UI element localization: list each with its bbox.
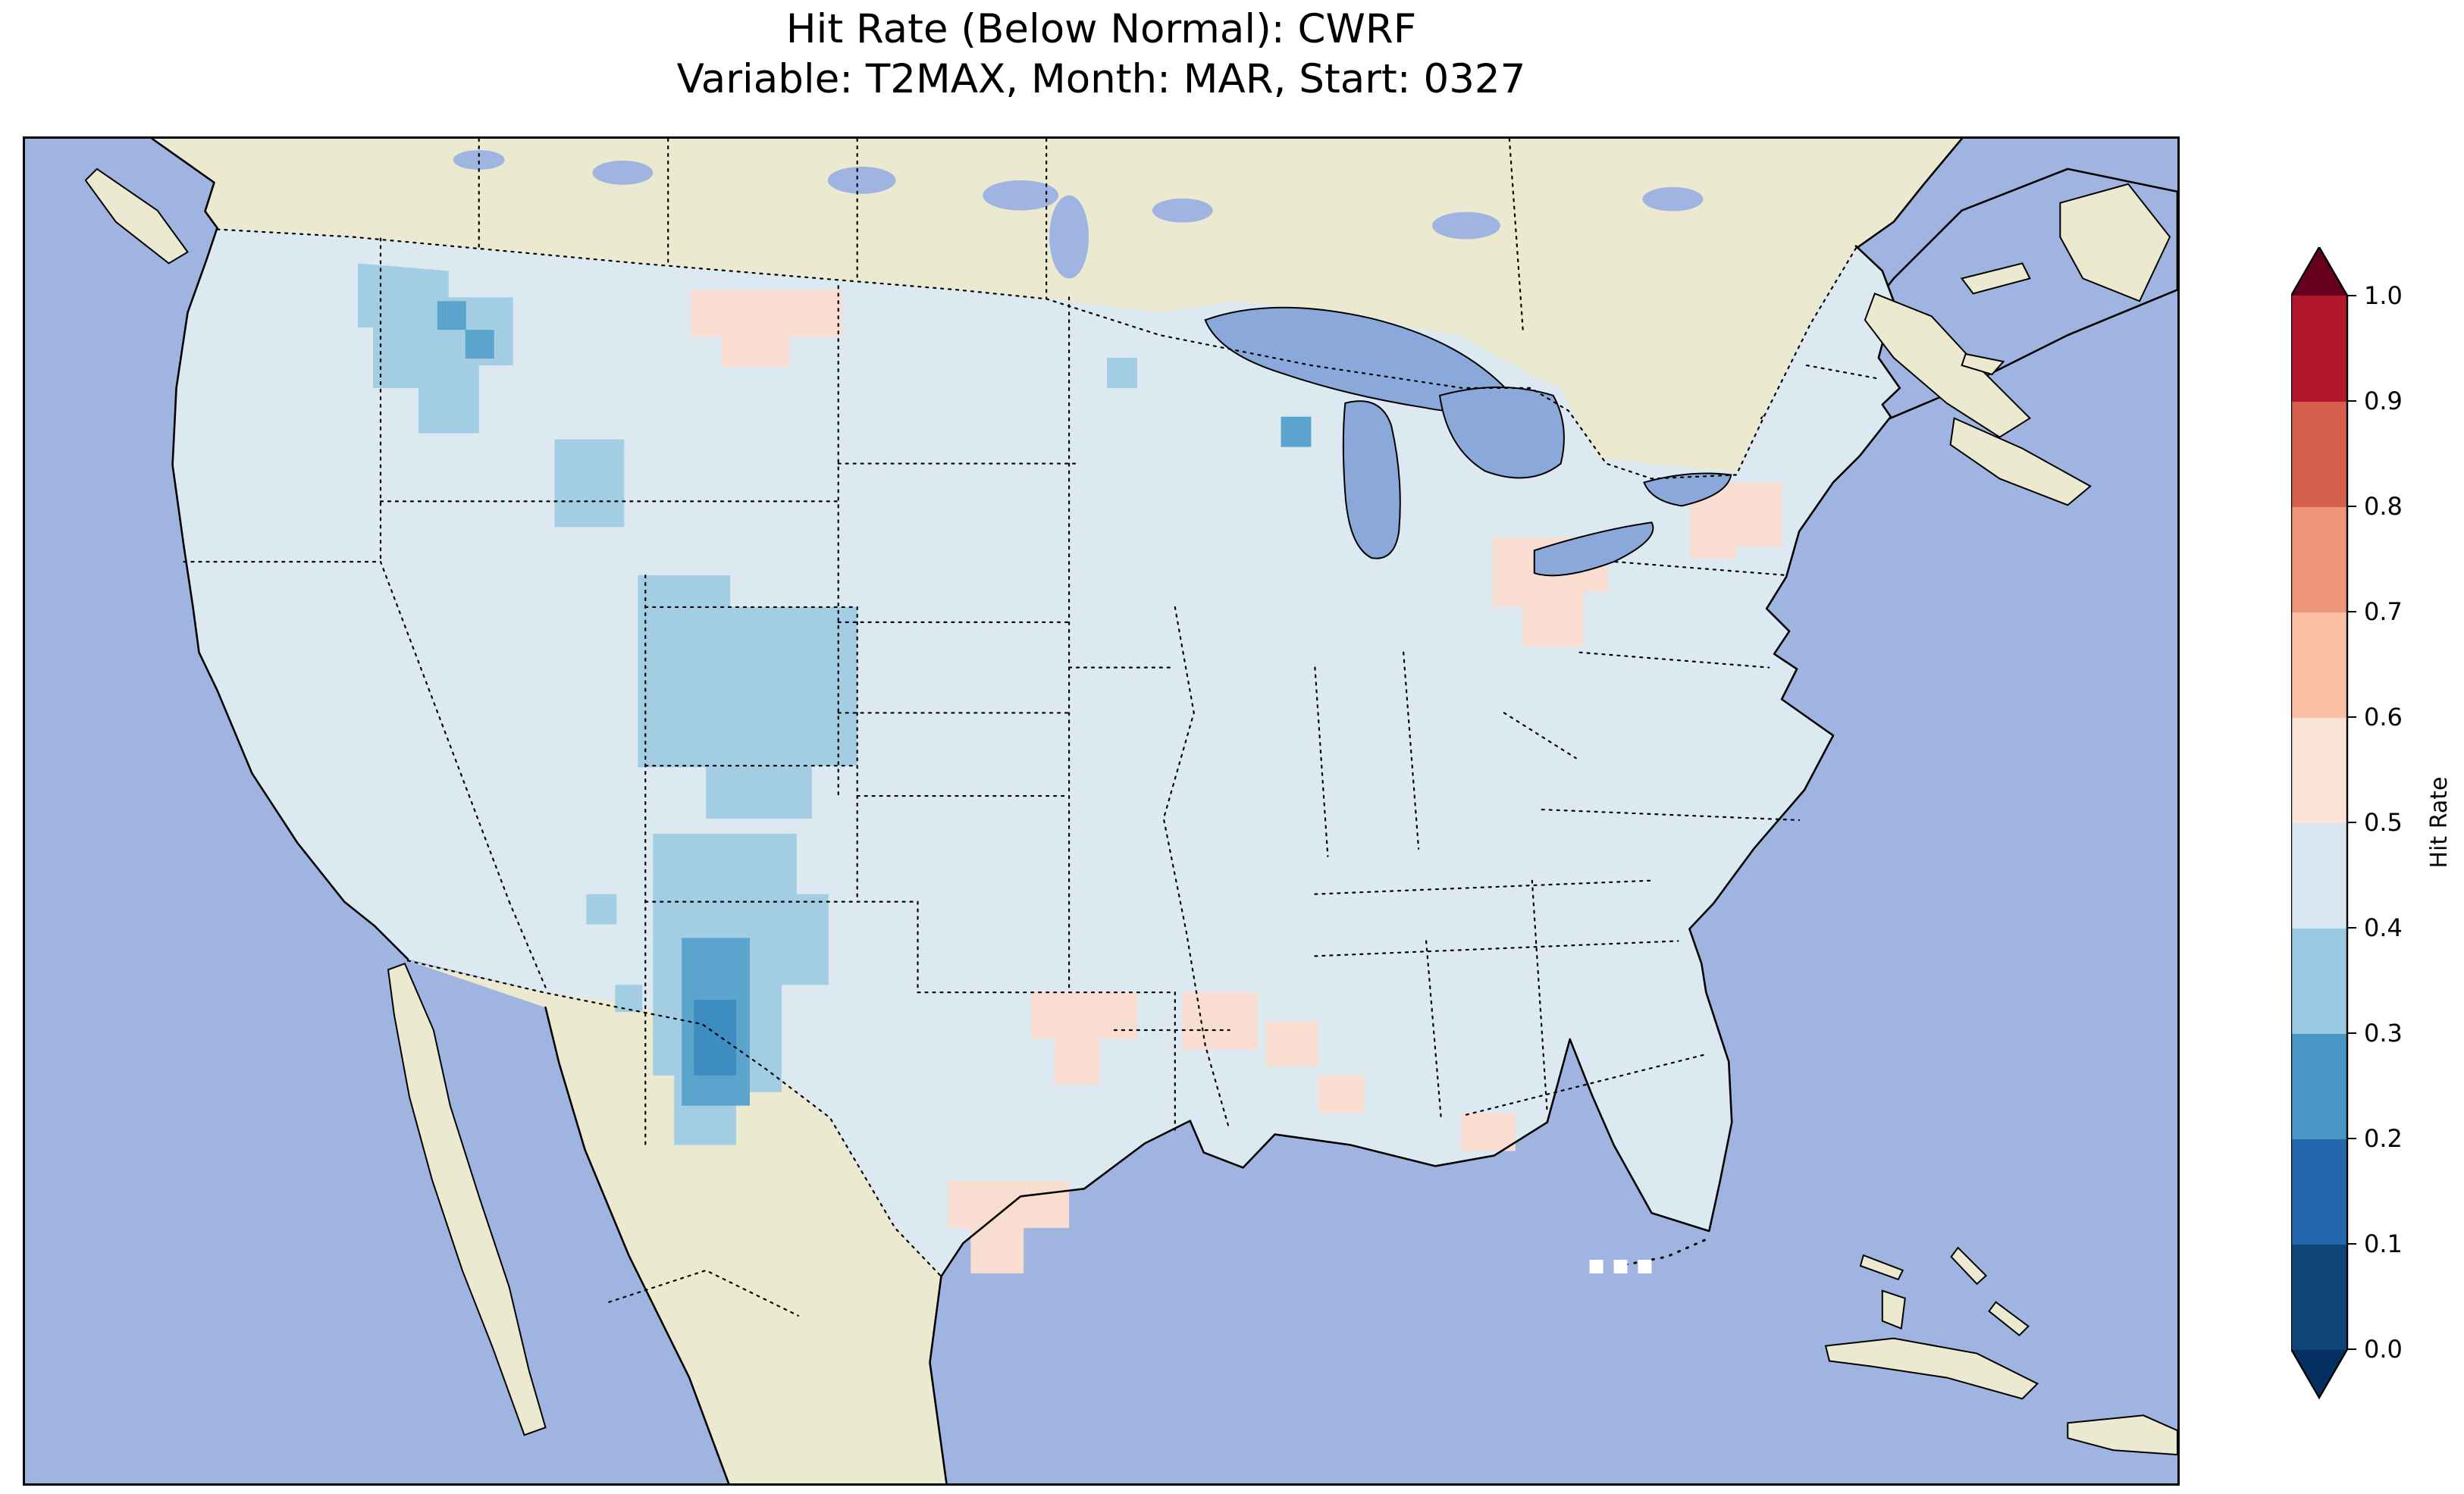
lake-erie bbox=[1533, 521, 1654, 577]
colorbar-tick-label: 0.1 bbox=[2364, 1229, 2403, 1258]
nova-scotia bbox=[1949, 417, 2092, 506]
new-brunswick-land bbox=[1864, 293, 2032, 438]
colorbar-tick-label: 0.2 bbox=[2364, 1124, 2403, 1153]
canada-lake bbox=[592, 160, 654, 185]
patch-arizona-2 bbox=[615, 985, 643, 1013]
colorbar-segment bbox=[2291, 296, 2347, 402]
newfoundland bbox=[2059, 183, 2171, 302]
colorbar-segment bbox=[2291, 928, 2347, 1034]
colorbar-tick-label: 0.7 bbox=[2364, 597, 2403, 626]
mexico-land bbox=[407, 960, 947, 1483]
colorbar-segment bbox=[2291, 1139, 2347, 1245]
patch-utah-colorado bbox=[638, 575, 857, 819]
colorbar-segment bbox=[2291, 717, 2347, 823]
andros-island bbox=[1881, 1289, 1906, 1330]
colorbar-segment bbox=[2291, 401, 2347, 507]
canada-east-coastline bbox=[1856, 139, 1963, 249]
patch-idaho-core-2 bbox=[465, 330, 494, 359]
colorbar-segment bbox=[2291, 822, 2347, 929]
patch-texas-pink-1 bbox=[1031, 992, 1137, 1085]
great-lakes bbox=[1204, 306, 1732, 577]
colorbar-tick-label: 0.3 bbox=[2364, 1019, 2403, 1048]
patch-idaho-montana bbox=[358, 263, 513, 434]
colorbar-over-arrow bbox=[2291, 247, 2347, 296]
patch-mississippi-pink bbox=[1318, 1075, 1365, 1113]
cuba bbox=[1824, 1337, 2039, 1400]
patch-pennsylvania-pink bbox=[1689, 482, 1782, 559]
canada-land bbox=[152, 139, 1962, 475]
colorbar-svg: Hit Rate 1.0 0.9 0.8 0.7 0.6 0.5 0.4 0.3 0.2 0.1 0… bbox=[2290, 245, 2453, 1400]
lake-michigan bbox=[1342, 400, 1401, 559]
colorbar-tick-label: 1.0 bbox=[2364, 281, 2403, 310]
colorbar-tick-label: 0.6 bbox=[2364, 703, 2403, 731]
state-borders bbox=[183, 237, 1881, 1146]
canada-province-borders bbox=[478, 139, 1524, 333]
title-line-2: Variable: T2MAX, Month: MAR, Start: 0327 bbox=[676, 56, 1526, 102]
data-patches bbox=[358, 263, 1782, 1273]
canada-lakes bbox=[453, 149, 1704, 279]
patch-florida-panhandle-pink bbox=[1460, 1113, 1516, 1151]
map-svg bbox=[25, 139, 2177, 1483]
islands bbox=[84, 168, 2177, 1456]
canada-west-coastline bbox=[151, 139, 218, 229]
colorbar-axis-label: Hit Rate bbox=[2426, 777, 2453, 869]
lake-huron bbox=[1438, 386, 1565, 479]
colorbar-segment bbox=[2291, 1033, 2347, 1139]
canada-lake bbox=[1152, 198, 1213, 223]
patch-texas-pink-2 bbox=[1182, 992, 1259, 1050]
mexico-west-coastline bbox=[544, 1006, 730, 1483]
colorbar-segment bbox=[2291, 506, 2347, 612]
colorbar: Hit Rate 1.0 0.9 0.8 0.7 0.6 0.5 0.4 0.3 0.2 0.1 0… bbox=[2290, 245, 2464, 1407]
patch-north-dakota-pink bbox=[691, 290, 842, 367]
canada-lake bbox=[1642, 186, 1704, 211]
patch-minnesota-2 bbox=[1281, 416, 1312, 447]
us-west-coastline bbox=[171, 227, 409, 960]
colorbar-segment bbox=[2291, 1244, 2347, 1350]
bahamas-2 bbox=[1950, 1246, 1987, 1286]
colorbar-tick-label: 0.8 bbox=[2364, 492, 2403, 521]
missing-data-cells bbox=[1589, 1259, 1652, 1273]
canada-lake bbox=[453, 149, 505, 170]
patch-new-mexico-dark bbox=[694, 1000, 737, 1076]
canada-lake bbox=[983, 180, 1059, 211]
baja-california bbox=[387, 963, 547, 1436]
bahamas-3 bbox=[1988, 1301, 2030, 1336]
lake-ontario bbox=[1643, 472, 1732, 507]
colorbar-under-arrow bbox=[2291, 1349, 2347, 1398]
prince-edward-island bbox=[1961, 352, 2005, 376]
us-mexico-border bbox=[406, 960, 942, 1278]
mexico-gulf-coastline bbox=[929, 1275, 948, 1483]
canada-lake bbox=[1049, 195, 1089, 279]
canada-lake bbox=[827, 166, 896, 194]
colorbar-tick-label: 0.5 bbox=[2364, 808, 2403, 837]
bahamas-1 bbox=[1859, 1254, 1904, 1281]
map-axes bbox=[23, 136, 2180, 1486]
colorbar-tick-label: 0.9 bbox=[2364, 387, 2403, 415]
title-line-1: Hit Rate (Below Normal): CWRF bbox=[785, 6, 1417, 52]
patch-louisiana-pink bbox=[1265, 1021, 1319, 1066]
patch-texas-coast-pink bbox=[948, 1181, 1070, 1273]
patch-idaho-core-1 bbox=[437, 301, 466, 330]
colorbar-tick-label: 0.0 bbox=[2364, 1335, 2403, 1364]
florida-keys bbox=[1619, 1239, 1706, 1267]
patch-wyoming bbox=[554, 439, 625, 528]
figure-title: Hit Rate (Below Normal): CWRF Variable: … bbox=[23, 5, 2180, 105]
patch-minnesota-1 bbox=[1106, 358, 1137, 388]
hispaniola bbox=[2067, 1414, 2177, 1456]
us-east-gulf-coastline bbox=[940, 245, 1901, 1278]
patch-arizona-1 bbox=[586, 894, 617, 925]
colorbar-segment bbox=[2291, 612, 2347, 718]
canada-lake bbox=[1432, 211, 1500, 240]
anticosti-island bbox=[1960, 262, 2031, 295]
colorbar-tick-label: 0.4 bbox=[2364, 913, 2403, 942]
us-canada-border bbox=[216, 228, 1857, 480]
vancouver-island bbox=[84, 168, 189, 265]
